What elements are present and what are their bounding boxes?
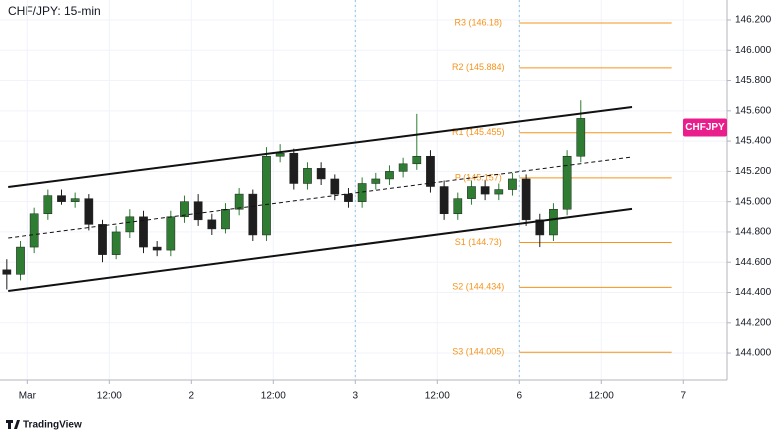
candle-body xyxy=(494,189,504,195)
pivot-label: R3 (146.18) xyxy=(455,17,503,27)
y-tick-label: 144.600 xyxy=(735,257,772,268)
brand: TradingView xyxy=(6,420,82,431)
candle-body xyxy=(426,155,435,187)
candle-body xyxy=(398,163,408,172)
x-tick-label: 6 xyxy=(517,391,523,402)
pivot-label: S2 (144.434) xyxy=(452,282,504,292)
candle-body xyxy=(275,152,285,157)
candle-body xyxy=(385,171,394,180)
x-tick-label: 12:00 xyxy=(97,391,122,402)
candle-body xyxy=(84,198,94,225)
candle-body xyxy=(576,118,586,157)
candle-body xyxy=(303,168,312,184)
candle-body xyxy=(508,178,517,190)
x-tick-label: 12:00 xyxy=(261,391,286,402)
candle-body xyxy=(152,246,162,251)
y-tick-label: 145.200 xyxy=(735,166,772,177)
y-tick-label: 146.200 xyxy=(735,15,772,26)
y-tick-label: 145.400 xyxy=(735,136,772,147)
candle-body xyxy=(262,155,271,236)
candle-body xyxy=(111,231,121,255)
x-tick-label: Mar xyxy=(19,391,37,402)
candle-body xyxy=(193,201,203,221)
pivot-label: S1 (144.73) xyxy=(455,237,502,247)
pivot-label: R1 (145.455) xyxy=(452,127,505,137)
candle-body xyxy=(139,216,148,248)
y-tick-label: 145.000 xyxy=(735,196,772,207)
y-tick-label: 145.800 xyxy=(735,75,772,86)
candle-body xyxy=(330,178,340,195)
y-tick-label: 144.400 xyxy=(735,287,772,298)
candle-body xyxy=(371,178,381,184)
candle-body xyxy=(535,219,545,236)
candle-body xyxy=(412,155,422,165)
candle-body xyxy=(480,186,490,195)
candle-body xyxy=(521,178,531,221)
candle-body xyxy=(234,193,244,210)
y-tick-label: 144.000 xyxy=(735,348,772,359)
x-tick-label: 12:00 xyxy=(589,391,614,402)
brand-name: TradingView xyxy=(23,420,82,431)
candle-body xyxy=(467,186,476,199)
candle-body xyxy=(98,224,107,255)
x-tick-label: 7 xyxy=(680,391,686,402)
candle-body xyxy=(16,246,25,275)
channel-line xyxy=(8,207,633,292)
pivot-label: R2 (145.884) xyxy=(452,62,505,72)
candle-body xyxy=(43,195,53,215)
pivot-label: P (145.157) xyxy=(455,172,502,182)
candle-body xyxy=(453,198,463,215)
brand-logo xyxy=(6,420,20,429)
y-tick-label: 145.600 xyxy=(735,105,772,116)
channel-line xyxy=(8,106,633,188)
candle-body xyxy=(562,155,572,210)
candle-body xyxy=(180,201,189,218)
y-tick-label: 144.200 xyxy=(735,317,772,328)
y-tick-label: 146.000 xyxy=(735,45,772,56)
candle-body xyxy=(316,168,326,180)
candle-body xyxy=(248,193,258,236)
x-tick-label: 3 xyxy=(353,391,359,402)
candle-body xyxy=(207,219,217,230)
candle-body xyxy=(125,216,135,233)
candle-body xyxy=(2,269,12,275)
candle-body xyxy=(221,208,230,230)
candle-body xyxy=(289,152,299,184)
symbol-tag xyxy=(683,118,727,137)
candle-body xyxy=(344,193,353,202)
pivot-label: S3 (144.005) xyxy=(452,347,504,357)
candle-body xyxy=(549,208,558,236)
chart-title: CHF/JPY: 15-min xyxy=(8,4,101,18)
candle-body xyxy=(166,216,176,251)
x-tick-label: 12:00 xyxy=(425,391,450,402)
candle-body xyxy=(29,213,39,248)
candle-body xyxy=(439,186,449,215)
candle-body xyxy=(57,195,66,202)
symbol-text: CHFJPY xyxy=(685,122,725,133)
candle-body xyxy=(70,198,80,202)
y-tick-label: 144.800 xyxy=(735,227,772,238)
x-tick-label: 2 xyxy=(189,391,195,402)
